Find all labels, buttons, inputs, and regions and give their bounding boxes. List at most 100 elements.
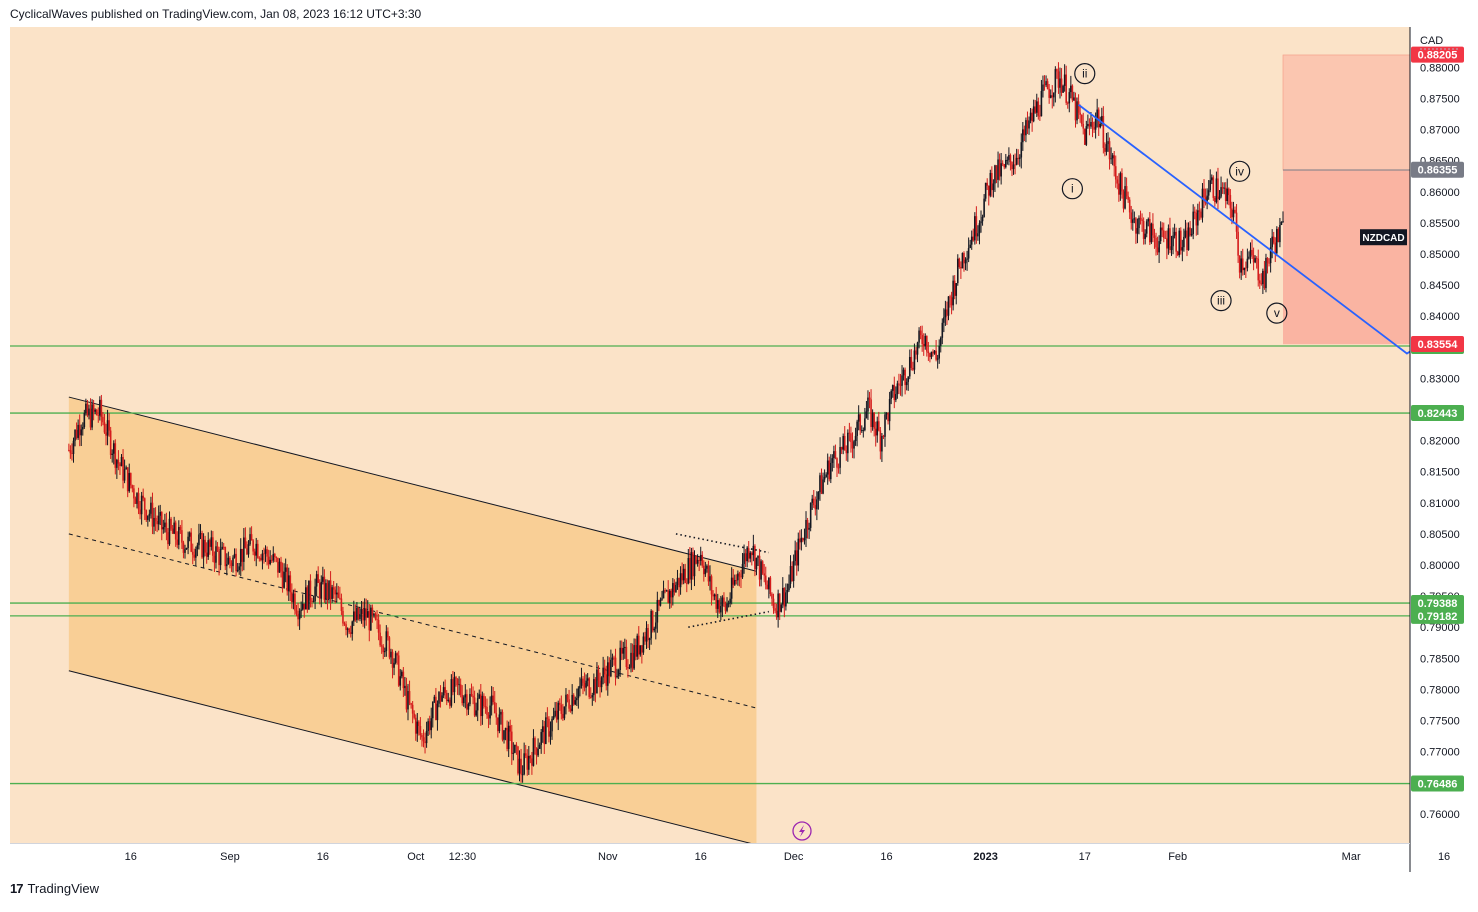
wave-label-circle	[1210, 290, 1232, 312]
candle-body	[850, 433, 852, 443]
candle-body	[1031, 112, 1033, 122]
candle-body	[314, 586, 316, 602]
candle-body	[77, 424, 79, 438]
candle-body	[171, 528, 174, 534]
projection-path[interactable]	[1078, 104, 1478, 478]
candle-body	[760, 561, 762, 580]
candle-body	[1164, 237, 1167, 239]
candle-body	[1053, 92, 1055, 98]
candle-body	[185, 547, 188, 550]
candle-body	[1090, 122, 1092, 127]
candle-body	[774, 608, 776, 611]
dotted-triangle[interactable]	[675, 533, 770, 628]
candle-body	[961, 252, 964, 269]
candle-body	[992, 183, 995, 191]
y-tick-label: 0.77500	[1420, 715, 1460, 727]
candle-body	[636, 635, 639, 657]
candle-body	[874, 428, 877, 436]
candle-body	[105, 432, 107, 436]
candle-body	[806, 520, 809, 530]
candle-body	[529, 755, 532, 759]
candle-body	[447, 699, 450, 701]
candle-body	[444, 687, 446, 693]
candle-body	[929, 353, 931, 358]
candle-body	[359, 614, 361, 620]
candle-body	[1046, 81, 1049, 89]
candle-body	[326, 583, 329, 600]
candle-body	[74, 429, 76, 441]
candle-body	[284, 567, 287, 572]
footer-brand[interactable]: 17 TradingView	[10, 881, 99, 896]
descending-channel[interactable]	[68, 396, 894, 880]
candle-body	[837, 467, 840, 469]
candle-body	[401, 671, 403, 677]
candle-body	[899, 384, 902, 386]
candle-body	[978, 223, 981, 234]
candle-body	[997, 159, 999, 180]
candle-body	[800, 537, 803, 543]
candle-body	[865, 411, 868, 419]
candle-body	[1260, 283, 1263, 285]
candle-body	[1249, 249, 1252, 257]
candle-body	[1268, 262, 1270, 264]
candle-body	[792, 560, 795, 581]
candle-body	[718, 600, 721, 613]
candle-body	[1124, 186, 1126, 209]
candle-body	[699, 554, 702, 561]
candle-body	[156, 521, 158, 525]
candle-body	[606, 662, 609, 686]
candle-body	[473, 697, 476, 716]
candle-body	[799, 538, 801, 543]
horizontal-levels[interactable]	[10, 345, 1410, 785]
candle-body	[881, 435, 883, 452]
candle-body	[1152, 223, 1154, 236]
candle-body	[354, 611, 357, 621]
candle-body	[1200, 211, 1202, 218]
candle-body	[328, 580, 330, 600]
candle-body	[72, 440, 75, 454]
candle-body	[308, 580, 310, 610]
candle-body	[1125, 186, 1128, 197]
candle-body	[596, 669, 598, 694]
candle-body	[1049, 95, 1052, 98]
candle-body	[442, 687, 445, 696]
candle-body	[1070, 85, 1072, 93]
candle-body	[131, 485, 134, 489]
candle-body	[935, 350, 937, 360]
candle-body	[839, 446, 841, 468]
candle-body	[998, 159, 1001, 177]
candle-body	[1272, 236, 1275, 243]
candle-body	[449, 699, 451, 706]
candle-body	[972, 236, 975, 241]
candle-body	[811, 498, 814, 503]
candle-body	[1102, 116, 1105, 148]
candle-body	[351, 621, 354, 634]
candle-body	[805, 520, 807, 539]
candle-body	[218, 551, 220, 566]
candle-body	[394, 653, 397, 663]
candle-body	[809, 502, 812, 528]
candle-body	[294, 593, 296, 611]
candle-body	[1258, 280, 1261, 284]
candle-body	[1158, 241, 1160, 253]
candle-body	[964, 259, 967, 264]
candle-body	[421, 735, 423, 738]
candle-body	[967, 248, 970, 259]
y-tick-label: 0.79000	[1420, 622, 1460, 634]
candle-body	[1026, 120, 1029, 129]
candle-body	[890, 390, 892, 399]
x-tick-label: Sep	[220, 851, 240, 863]
candle-body	[1245, 267, 1247, 269]
candle-body	[222, 546, 225, 548]
candle-body	[1150, 223, 1153, 243]
lightning-icon[interactable]	[792, 821, 812, 841]
candle-body	[672, 583, 674, 598]
candle-body	[304, 587, 307, 610]
candle-body	[267, 556, 270, 565]
candle-body	[1176, 251, 1179, 256]
candle-body	[966, 258, 968, 260]
candle-body	[320, 581, 323, 599]
candle-body	[1193, 211, 1196, 213]
